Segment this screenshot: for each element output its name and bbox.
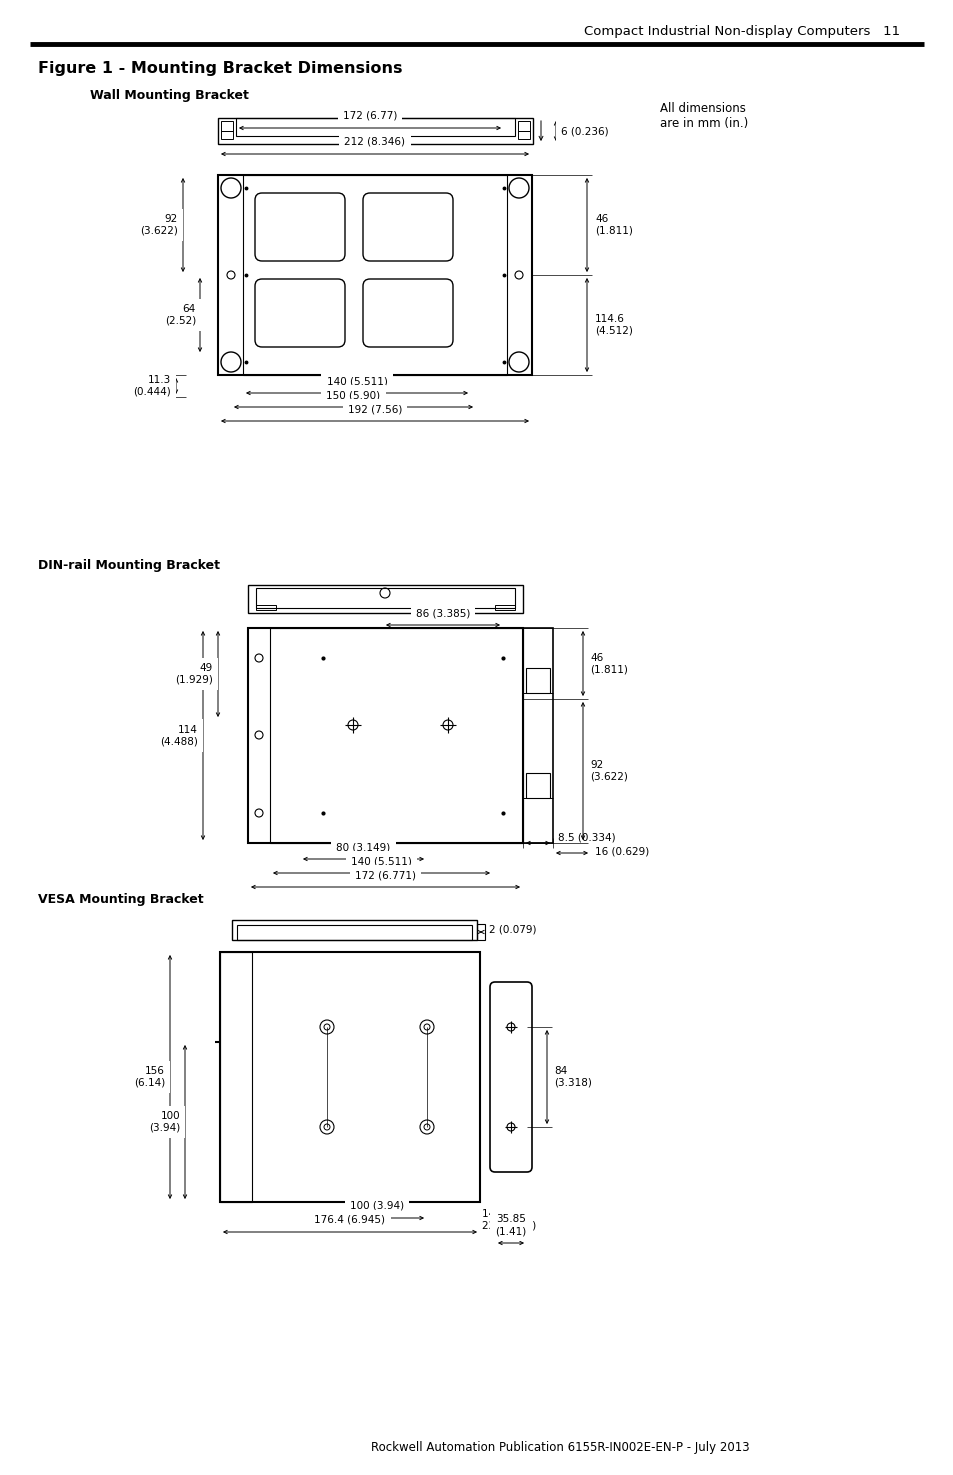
Bar xyxy=(218,176,532,375)
Text: 49
(1.929): 49 (1.929) xyxy=(175,664,213,684)
Bar xyxy=(220,951,252,1202)
Text: Wall Mounting Bracket: Wall Mounting Bracket xyxy=(90,90,249,102)
Text: 176.4 (6.945): 176.4 (6.945) xyxy=(314,1215,385,1226)
Text: 6 (0.236): 6 (0.236) xyxy=(560,125,608,136)
Text: 156
(6.14): 156 (6.14) xyxy=(133,1066,165,1087)
Text: 212 (8.346): 212 (8.346) xyxy=(344,137,405,148)
Bar xyxy=(476,923,484,940)
Bar xyxy=(220,951,479,1202)
Text: Figure 1 - Mounting Bracket Dimensions: Figure 1 - Mounting Bracket Dimensions xyxy=(38,60,402,75)
Text: 114
(4.488): 114 (4.488) xyxy=(160,724,198,746)
Bar xyxy=(235,118,515,136)
Bar xyxy=(270,628,522,844)
Bar xyxy=(525,773,550,798)
Text: 46
(1.811): 46 (1.811) xyxy=(595,214,632,236)
Text: 80 (3.149): 80 (3.149) xyxy=(336,842,390,853)
Bar xyxy=(525,668,550,693)
Text: DIN-rail Mounting Bracket: DIN-rail Mounting Bracket xyxy=(38,559,220,571)
Text: 16 (0.629): 16 (0.629) xyxy=(595,847,649,856)
Text: 11.3
(0.444): 11.3 (0.444) xyxy=(133,375,171,397)
Text: Compact Industrial Non-display Computers   11: Compact Industrial Non-display Computers… xyxy=(583,25,899,38)
Text: 14 (0.55): 14 (0.55) xyxy=(481,1208,529,1218)
Text: 84
(3.318): 84 (3.318) xyxy=(554,1066,591,1087)
Text: Rockwell Automation Publication 6155R-IN002E-EN-P - July 2013: Rockwell Automation Publication 6155R-IN… xyxy=(371,1441,748,1454)
Bar xyxy=(221,121,233,131)
Bar xyxy=(495,605,515,611)
Text: 86 (3.385): 86 (3.385) xyxy=(416,608,470,618)
Text: All dimensions: All dimensions xyxy=(659,102,745,115)
Bar xyxy=(248,586,522,614)
Bar xyxy=(243,176,506,375)
Bar xyxy=(255,589,515,608)
Text: VESA Mounting Bracket: VESA Mounting Bracket xyxy=(38,894,203,907)
Text: 192 (7.56): 192 (7.56) xyxy=(348,404,402,414)
Bar xyxy=(255,605,275,611)
Text: 92
(3.622): 92 (3.622) xyxy=(140,214,178,236)
Text: 22 (0.866): 22 (0.866) xyxy=(481,1221,536,1232)
Bar xyxy=(236,925,472,940)
Bar xyxy=(218,118,533,145)
Text: 140 (5.511): 140 (5.511) xyxy=(326,376,387,386)
Text: 100
(3.94): 100 (3.94) xyxy=(149,1111,180,1133)
Text: 172 (6.771): 172 (6.771) xyxy=(355,870,416,881)
Text: 46
(1.811): 46 (1.811) xyxy=(589,653,627,674)
Text: 2 (0.079): 2 (0.079) xyxy=(489,925,536,935)
Text: 150 (5.90): 150 (5.90) xyxy=(326,389,380,400)
Bar xyxy=(248,628,522,844)
Text: 92
(3.622): 92 (3.622) xyxy=(589,760,627,782)
Text: 100 (3.94): 100 (3.94) xyxy=(350,1201,404,1211)
Text: 8.5 (0.334): 8.5 (0.334) xyxy=(558,833,615,844)
Text: 114.6
(4.512): 114.6 (4.512) xyxy=(595,314,632,336)
Bar xyxy=(522,628,553,844)
Text: 35.85
(1.41): 35.85 (1.41) xyxy=(495,1214,526,1236)
Bar xyxy=(517,131,530,139)
Bar xyxy=(232,920,476,940)
Text: 64
(2.52): 64 (2.52) xyxy=(165,304,195,326)
Text: are in mm (in.): are in mm (in.) xyxy=(659,117,747,130)
Bar xyxy=(517,121,530,131)
Text: 172 (6.77): 172 (6.77) xyxy=(342,111,396,121)
Bar xyxy=(221,131,233,139)
Text: 140 (5.511): 140 (5.511) xyxy=(351,855,412,866)
